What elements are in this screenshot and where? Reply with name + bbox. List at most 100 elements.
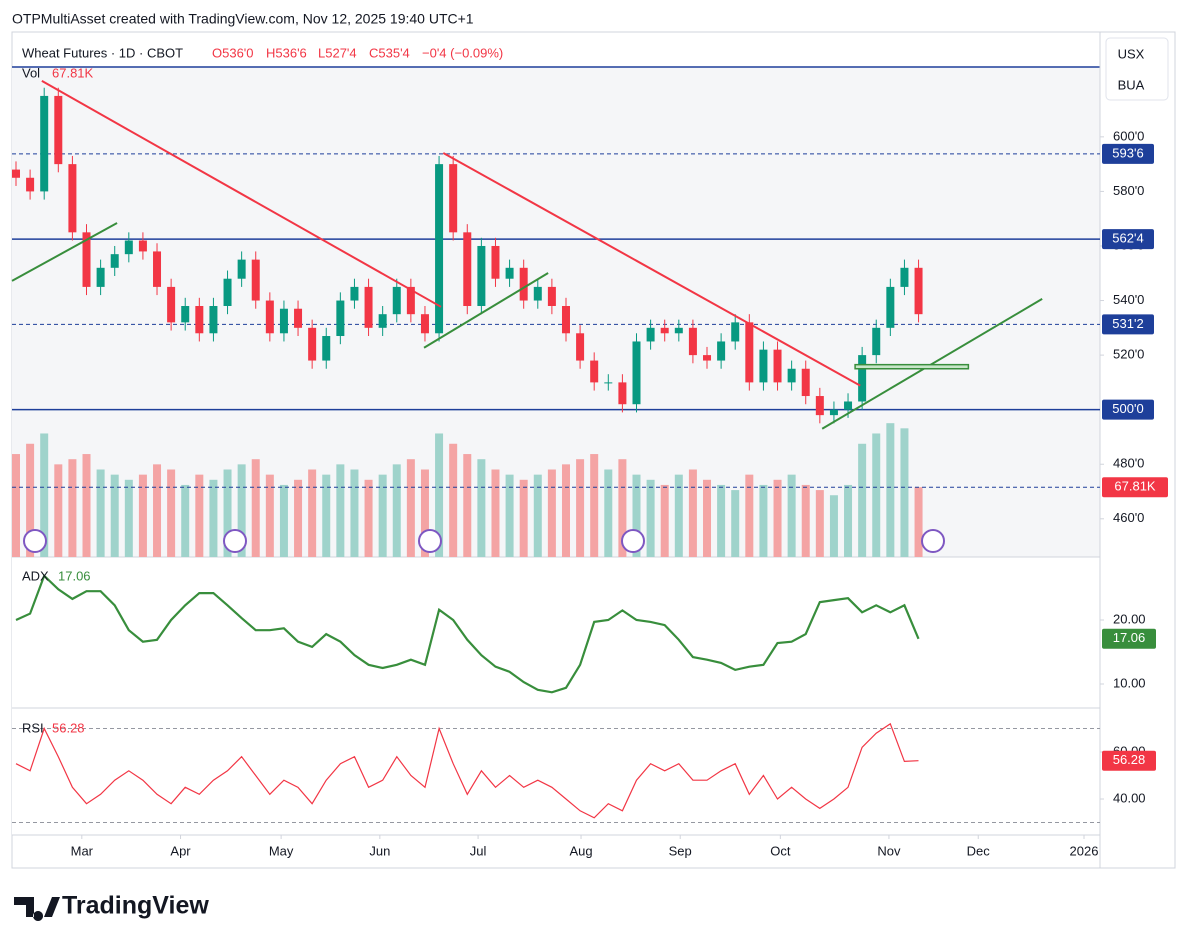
x-tick-label: 2026: [1070, 843, 1099, 858]
volume-bar: [378, 474, 387, 557]
change: −0'4 (−0.09%): [422, 45, 503, 60]
event-icon[interactable]: [223, 529, 247, 553]
event-icon[interactable]: [621, 529, 645, 553]
event-icon[interactable]: [418, 529, 442, 553]
candle-body: [265, 300, 274, 334]
volume-bar: [519, 479, 528, 557]
volume-bar: [195, 474, 204, 557]
x-tick-label: Apr: [170, 843, 191, 858]
currency-box[interactable]: [1105, 37, 1169, 101]
indicator-name: RSI: [22, 720, 44, 735]
volume-bar: [759, 484, 768, 557]
candle-body: [279, 308, 288, 334]
volume-bar: [279, 484, 288, 557]
candle-body: [829, 409, 838, 416]
volume-bar: [858, 443, 867, 557]
candle-body: [308, 327, 317, 361]
volume-bar: [801, 484, 810, 557]
volume-bar: [731, 490, 740, 557]
candle-body: [181, 305, 190, 323]
symbol: Wheat Futures · 1D · CBOT: [22, 45, 183, 60]
candle-body: [138, 240, 147, 252]
volume-bar: [660, 484, 669, 557]
volume-bar: [392, 464, 401, 557]
x-tick-label: Oct: [770, 843, 791, 858]
volume-bar: [167, 469, 176, 557]
volume-bar: [124, 479, 133, 557]
candle-body: [294, 308, 303, 328]
event-icon[interactable]: [921, 529, 945, 553]
level-label-box: [1102, 314, 1154, 335]
volume-label: 67.81K: [1114, 479, 1156, 494]
event-icons: [23, 529, 945, 553]
volume-bar: [153, 464, 162, 557]
volume-bar: [844, 484, 853, 557]
volume-bar: [449, 443, 458, 557]
y-tick-label: 520'0: [1113, 347, 1144, 362]
volume-bar: [547, 469, 556, 557]
y-tick-label: 540'0: [1113, 292, 1144, 307]
volume-bar: [181, 484, 190, 557]
volume-bar: [618, 459, 627, 557]
volume-bar: [110, 474, 119, 557]
x-tick-label: Sep: [669, 843, 692, 858]
candle-body: [674, 327, 683, 334]
candle-body: [420, 314, 429, 334]
y-tick-label: 10.00: [1113, 675, 1146, 690]
candle-body: [110, 254, 119, 268]
volume-bar: [829, 495, 838, 557]
trendline: [442, 152, 861, 387]
candle-body: [378, 314, 387, 328]
trendline: [821, 298, 1043, 430]
candle-body: [632, 341, 641, 405]
volume-bar: [364, 479, 373, 557]
candle-body: [844, 401, 853, 410]
volume-bar: [265, 474, 274, 557]
volume-bar: [96, 469, 105, 557]
volume-bar: [435, 433, 444, 557]
volume-bar: [505, 474, 514, 557]
indicator-line: [15, 722, 919, 819]
volume-bar: [40, 433, 49, 557]
trendline: [423, 272, 549, 349]
candle-body: [463, 232, 472, 306]
candle-body: [26, 177, 35, 192]
candle-body: [406, 286, 415, 315]
volume-bar: [54, 464, 63, 557]
candle-body: [54, 95, 63, 165]
volume-bar: [350, 469, 359, 557]
candle-body: [561, 305, 570, 334]
low: L527'4: [318, 45, 357, 60]
volume-bar: [82, 454, 91, 557]
level-label: 562'4: [1112, 231, 1143, 246]
candle-body: [251, 259, 260, 301]
candle-body: [533, 286, 542, 301]
indicator-value: 17.06: [58, 568, 91, 583]
candle-body: [350, 286, 359, 301]
candle-body: [688, 327, 697, 356]
candle-body: [519, 267, 528, 301]
level-label: 500'0: [1112, 401, 1143, 416]
x-tick-label: Jun: [369, 843, 390, 858]
y-tick-label: 40.00: [1113, 790, 1146, 805]
open: O536'0: [212, 45, 254, 60]
adx-pane: [12, 557, 1100, 708]
volume-bar: [11, 454, 20, 557]
candle-body: [82, 232, 91, 287]
candle-body: [68, 164, 77, 233]
event-icon[interactable]: [23, 529, 47, 553]
level-label: 593'6: [1112, 145, 1143, 160]
candle-body: [505, 267, 514, 279]
volume-bar: [138, 474, 147, 557]
x-tick-label: Dec: [967, 843, 991, 858]
candle-body: [731, 322, 740, 342]
volume-bar: [632, 474, 641, 557]
volume-bar: [914, 487, 923, 557]
candle-body: [660, 327, 669, 334]
volume-bar: [900, 428, 909, 557]
candle-body: [153, 251, 162, 287]
volume-bar: [787, 474, 796, 557]
candle-body: [745, 322, 754, 383]
candle-body: [590, 360, 599, 383]
